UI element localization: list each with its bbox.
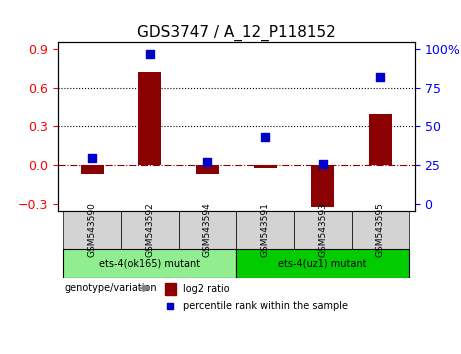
FancyBboxPatch shape xyxy=(64,211,121,250)
FancyBboxPatch shape xyxy=(121,211,179,250)
Bar xyxy=(254,165,277,168)
Title: GDS3747 / A_12_P118152: GDS3747 / A_12_P118152 xyxy=(137,25,336,41)
Text: ets-4(ok165) mutant: ets-4(ok165) mutant xyxy=(99,259,201,269)
Point xyxy=(261,135,269,140)
Bar xyxy=(196,165,219,174)
Text: percentile rank within the sample: percentile rank within the sample xyxy=(183,301,348,311)
Bar xyxy=(311,165,334,207)
FancyBboxPatch shape xyxy=(179,211,236,250)
Text: GSM543592: GSM543592 xyxy=(145,202,154,257)
Text: genotype/variation: genotype/variation xyxy=(65,283,157,293)
Bar xyxy=(138,72,161,165)
Text: GSM543594: GSM543594 xyxy=(203,202,212,257)
Point xyxy=(319,161,326,166)
FancyBboxPatch shape xyxy=(236,211,294,250)
Point xyxy=(204,159,211,165)
Text: GSM543590: GSM543590 xyxy=(88,202,97,257)
Text: GSM543593: GSM543593 xyxy=(318,202,327,257)
Point xyxy=(377,74,384,80)
Text: log2 ratio: log2 ratio xyxy=(183,284,229,294)
Point xyxy=(146,51,154,56)
Text: GSM543595: GSM543595 xyxy=(376,202,385,257)
FancyBboxPatch shape xyxy=(294,211,351,250)
FancyBboxPatch shape xyxy=(64,250,236,278)
Point xyxy=(89,155,96,160)
Text: GSM543591: GSM543591 xyxy=(260,202,270,257)
Bar xyxy=(369,114,392,165)
Bar xyxy=(81,165,104,174)
FancyBboxPatch shape xyxy=(236,250,409,278)
Text: ets-4(uz1) mutant: ets-4(uz1) mutant xyxy=(278,259,367,269)
Bar xyxy=(165,283,176,295)
Point xyxy=(166,303,174,309)
FancyBboxPatch shape xyxy=(351,211,409,250)
